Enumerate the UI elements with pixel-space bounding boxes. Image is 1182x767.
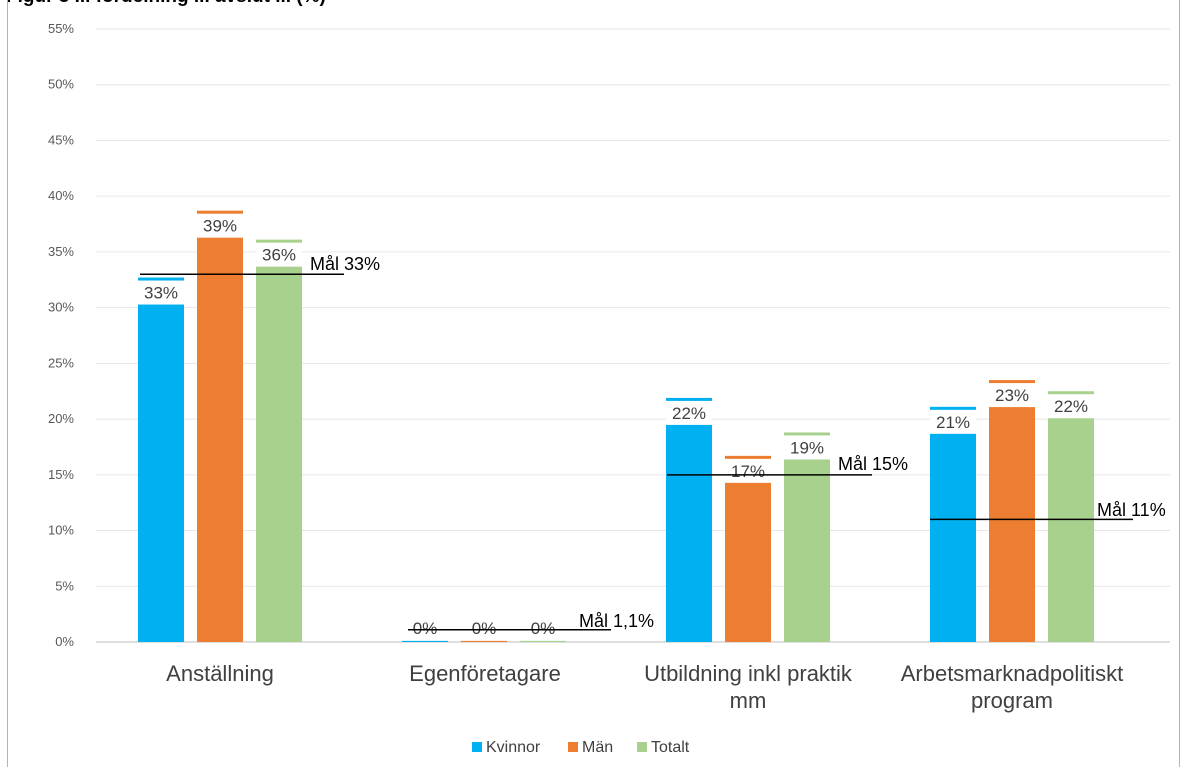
data-label-box (138, 280, 184, 305)
y-tick-label: 0% (55, 634, 74, 649)
bar (666, 397, 712, 642)
category-label: Arbetsmarknadpolitiskt (901, 661, 1124, 686)
data-label-box (930, 409, 976, 434)
category-label: Anställning (166, 661, 274, 686)
bar (402, 640, 448, 642)
data-label-box (1048, 394, 1094, 419)
target-label: Mål 11% (1097, 500, 1166, 520)
data-label: 33% (144, 284, 178, 303)
bar (138, 277, 184, 642)
y-tick-label: 50% (48, 77, 74, 92)
data-label: 23% (995, 386, 1029, 405)
target-label: Mål 15% (838, 454, 908, 474)
data-label: 0% (472, 619, 497, 638)
target-label: Mål 33% (310, 254, 380, 274)
data-label: 39% (203, 217, 237, 236)
category-label: Utbildning inkl praktik (644, 661, 853, 686)
legend-swatch (472, 742, 482, 752)
data-label-box (197, 213, 243, 238)
y-tick-label: 30% (48, 300, 74, 315)
data-label-box (989, 383, 1035, 408)
y-tick-label: 25% (48, 355, 74, 370)
category-label: Egenföretagare (409, 661, 561, 686)
data-label-box (725, 458, 771, 483)
bar (461, 640, 507, 642)
category-label: program (971, 688, 1053, 713)
data-label: 19% (790, 438, 824, 457)
y-tick-label: 55% (48, 21, 74, 36)
data-label-box (784, 435, 830, 460)
bar (520, 640, 566, 642)
category-label: mm (730, 688, 767, 713)
chart-frame (7, 0, 1180, 767)
data-label: 22% (1054, 397, 1088, 416)
y-tick-label: 10% (48, 523, 74, 538)
y-tick-label: 15% (48, 467, 74, 482)
data-label: 21% (936, 413, 970, 432)
y-tick-label: 45% (48, 132, 74, 147)
legend-label: Män (582, 739, 613, 756)
legend-label: Totalt (651, 739, 690, 756)
bar (256, 239, 302, 642)
data-label: 0% (413, 619, 438, 638)
data-label: 22% (672, 404, 706, 423)
bar (1048, 391, 1094, 642)
data-label: 0% (531, 619, 556, 638)
bar (784, 432, 830, 642)
y-tick-label: 40% (48, 188, 74, 203)
data-label: 17% (731, 462, 765, 481)
bar (725, 455, 771, 642)
target-label: Mål 1,1% (579, 611, 654, 631)
data-label-box (666, 400, 712, 425)
y-tick-label: 5% (55, 578, 74, 593)
bar (930, 406, 976, 642)
y-tick-label: 35% (48, 244, 74, 259)
data-label-box (256, 242, 302, 267)
legend-swatch (637, 742, 647, 752)
bar (989, 380, 1035, 642)
legend-swatch (568, 742, 578, 752)
figure-caption: Figur 3 ... fördelning ... avslut ... (%… (6, 0, 326, 8)
y-tick-label: 20% (48, 411, 74, 426)
legend-label: Kvinnor (486, 739, 541, 756)
data-label: 36% (262, 246, 296, 265)
bar (197, 210, 243, 643)
